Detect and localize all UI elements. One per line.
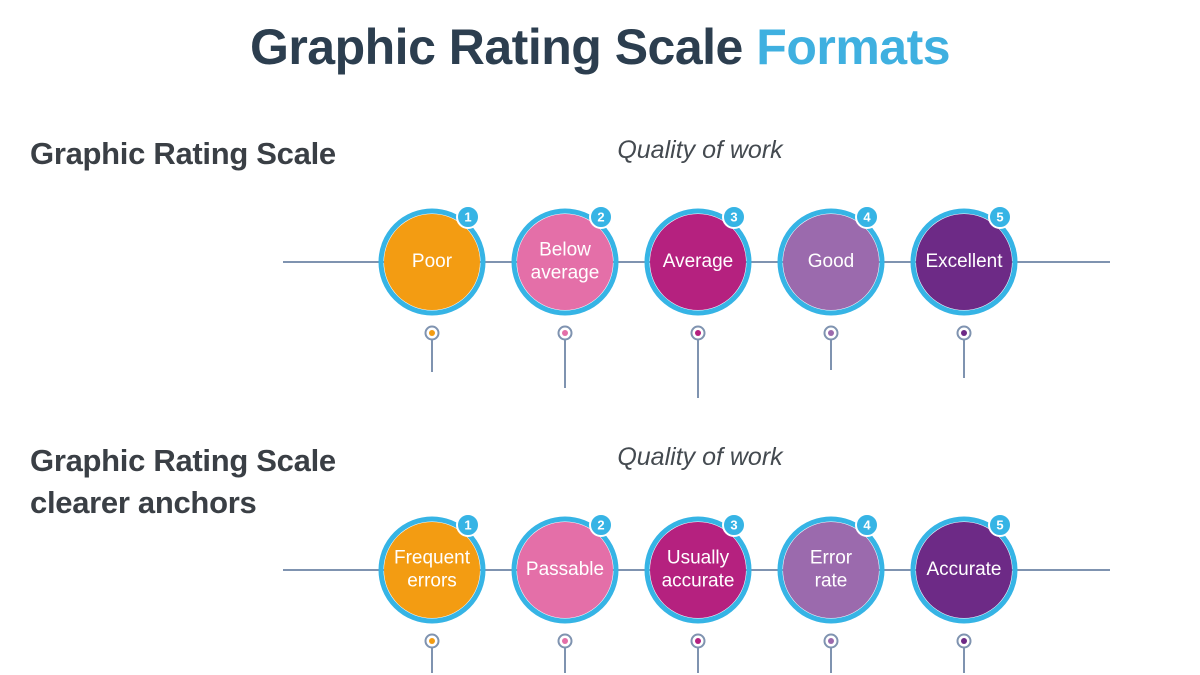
rating-label: Error <box>810 548 853 569</box>
rating-circle <box>650 214 746 310</box>
scale-1-label: Graphic Rating Scale <box>30 133 336 175</box>
title-main: Graphic Rating Scale <box>249 19 743 75</box>
rating-label: Poor <box>412 251 453 272</box>
rating-circle-ring <box>644 516 752 624</box>
rating-circle-ring <box>511 516 619 624</box>
rating-number-badge <box>988 513 1012 537</box>
page-title: Graphic Rating Scale Formats <box>0 18 1200 76</box>
scale-2-label: Graphic Rating Scale clearer anchors <box>30 440 336 524</box>
rating-circle-ring <box>511 208 619 316</box>
rating-knob-dot <box>562 638 568 644</box>
rating-number: 2 <box>597 209 604 224</box>
rating-label: Passable <box>526 559 604 580</box>
rating-number-badge <box>456 205 480 229</box>
rating-label: Frequent <box>394 548 471 569</box>
rating-number-badge <box>855 513 879 537</box>
rating-label: Average <box>663 251 733 272</box>
rating-circle <box>916 214 1012 310</box>
rating-label: rate <box>815 571 848 592</box>
rating-label: accurate <box>662 571 735 592</box>
rating-label: Good <box>808 251 854 272</box>
scale-2-label-line-1: Graphic Rating Scale <box>30 443 336 478</box>
rating-number-badge <box>456 513 480 537</box>
rating-option-4[interactable]: Good 4 <box>777 205 885 370</box>
rating-number-badge <box>722 513 746 537</box>
rating-number: 1 <box>464 517 471 532</box>
rating-number-badge <box>855 205 879 229</box>
title-accent: Formats <box>756 19 951 75</box>
rating-number: 4 <box>863 209 871 224</box>
rating-circle <box>650 522 746 618</box>
rating-option-1[interactable]: Poor 1 <box>378 205 486 372</box>
scale-2-caption: Quality of work <box>617 443 783 471</box>
rating-option-2[interactable]: Passable 2 <box>511 513 619 673</box>
rating-option-5[interactable]: Excellent 5 <box>910 205 1018 378</box>
rating-circle <box>517 214 613 310</box>
rating-number: 4 <box>863 517 871 532</box>
rating-option-5[interactable]: Accurate 5 <box>910 513 1018 673</box>
rating-number-badge <box>589 205 613 229</box>
rating-knob-dot <box>828 330 834 336</box>
rating-circle <box>783 214 879 310</box>
rating-number: 5 <box>996 517 1003 532</box>
rating-circle-ring <box>777 208 885 316</box>
rating-circle-ring <box>910 516 1018 624</box>
rating-knob-dot <box>961 638 967 644</box>
rating-label: Accurate <box>927 559 1002 580</box>
rating-label: Usually <box>667 548 730 569</box>
rating-circle-ring <box>910 208 1018 316</box>
rating-number-badge <box>589 513 613 537</box>
rating-circle <box>517 522 613 618</box>
rating-circle-ring <box>777 516 885 624</box>
rating-label: Excellent <box>925 251 1003 272</box>
rating-circle <box>384 522 480 618</box>
rating-label: errors <box>407 571 457 592</box>
rating-circle <box>916 522 1012 618</box>
rating-knob-dot <box>695 330 701 336</box>
rating-circle <box>783 522 879 618</box>
rating-knob-dot <box>562 330 568 336</box>
scale-2-label-line-2: clearer anchors <box>30 485 257 520</box>
rating-knob-dot <box>695 638 701 644</box>
rating-circle-ring <box>644 208 752 316</box>
rating-number-badge <box>988 205 1012 229</box>
rating-circle-ring <box>378 516 486 624</box>
rating-label: Below <box>539 240 591 261</box>
rating-knob-dot <box>429 638 435 644</box>
rating-label: average <box>531 263 600 284</box>
scale-1-label-line: Graphic Rating Scale <box>30 136 336 171</box>
rating-number-badge <box>722 205 746 229</box>
rating-circle-ring <box>378 208 486 316</box>
scale-1-caption: Quality of work <box>617 136 783 164</box>
rating-number: 1 <box>464 209 471 224</box>
rating-number: 3 <box>730 209 737 224</box>
rating-number: 3 <box>730 517 737 532</box>
rating-knob-dot <box>828 638 834 644</box>
rating-circle <box>384 214 480 310</box>
rating-knob-dot <box>961 330 967 336</box>
rating-option-3[interactable]: Average 3 <box>644 205 752 398</box>
rating-number: 2 <box>597 517 604 532</box>
rating-number: 5 <box>996 209 1003 224</box>
rating-knob-dot <box>429 330 435 336</box>
